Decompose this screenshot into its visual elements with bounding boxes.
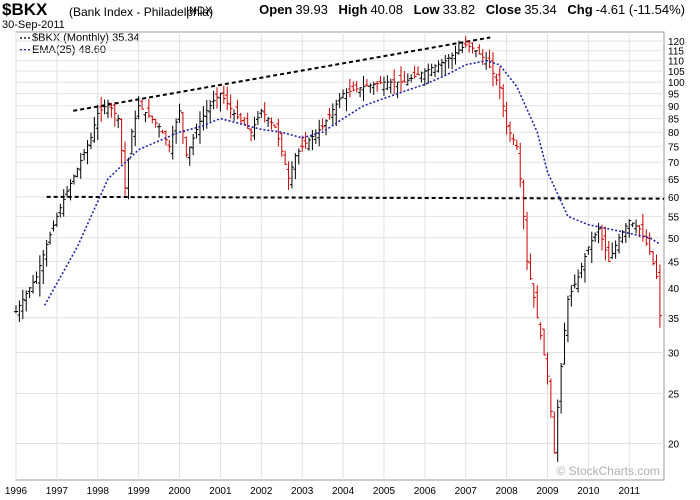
low-label: Low <box>413 2 440 17</box>
y-tick-label: 110 <box>668 57 684 68</box>
y-tick-label: 90 <box>668 102 680 113</box>
open-value: 39.93 <box>295 2 328 17</box>
x-tick-label: 1996 <box>5 486 28 497</box>
legend-ema: EMA(25) 48.60 <box>20 44 140 56</box>
y-tick-label: 85 <box>668 115 680 126</box>
ohlc-summary: Open 39.93 High 40.08 Low 33.82 Close 35.34 … <box>259 2 692 17</box>
x-tick-label: 2007 <box>455 486 478 497</box>
x-tick-label: 1998 <box>87 486 110 497</box>
x-tick-label: 2006 <box>414 486 437 497</box>
y-tick-label: 115 <box>668 47 684 58</box>
y-tick-label: 30 <box>668 348 680 359</box>
y-tick-labels: 2025303540455055606570758085909510010511… <box>668 37 685 450</box>
low-value: 33.82 <box>442 2 476 17</box>
legend-ema-swatch <box>20 49 30 52</box>
y-tick-label: 100 <box>668 78 685 89</box>
y-tick-label: 20 <box>668 440 680 451</box>
y-tick-label: 75 <box>668 143 680 154</box>
y-tick-label: 105 <box>668 67 685 78</box>
ticker-symbol: $BKX <box>2 0 48 19</box>
index-name: (Bank Index - Philadelphia) <box>69 5 214 19</box>
close-label: Close <box>485 2 522 17</box>
legend-price-swatch <box>20 37 30 40</box>
chg-value: -4.61 (-11.54%) <box>595 2 685 17</box>
y-tick-label: 70 <box>668 158 680 169</box>
price-bars <box>14 36 662 462</box>
x-tick-label: 2001 <box>209 486 232 497</box>
open-label: Open <box>259 2 293 17</box>
high-label: High <box>338 2 368 17</box>
trendline-layer <box>46 36 665 200</box>
x-tick-label: 2010 <box>577 486 600 497</box>
trendline <box>46 195 665 200</box>
x-tick-label: 2008 <box>495 486 518 497</box>
chart-date: 30-Sep-2011 <box>2 19 65 31</box>
grid-layer <box>15 31 665 481</box>
chg-label: Chg <box>567 2 593 17</box>
ema-line-layer <box>43 59 661 306</box>
exchange-label: INDX <box>186 5 213 17</box>
trendline <box>73 36 491 112</box>
x-tick-label: 1999 <box>128 486 151 497</box>
y-tick-label: 25 <box>668 389 680 400</box>
y-tick-label: 35 <box>668 314 680 325</box>
y-tick-label: 65 <box>668 175 680 186</box>
x-tick-label: 2004 <box>332 486 355 497</box>
y-tick-label: 55 <box>668 212 680 223</box>
close-value: 35.34 <box>524 2 557 17</box>
x-tick-label: 2009 <box>536 486 559 497</box>
y-tick-label: 50 <box>668 234 680 245</box>
y-tick-label: 80 <box>668 128 680 139</box>
high-value: 40.08 <box>370 2 403 17</box>
x-tick-label: 2005 <box>373 486 396 497</box>
y-tick-label: 95 <box>668 90 680 101</box>
watermark: © StockCharts.com <box>556 464 660 478</box>
x-tick-label: 1997 <box>46 486 69 497</box>
y-tick-label: 45 <box>668 257 680 268</box>
x-tick-label: 2002 <box>250 486 273 497</box>
x-tick-label: 2011 <box>618 486 640 497</box>
x-tick-label: 2000 <box>168 486 191 497</box>
legend-ema-label: EMA(25) 48.60 <box>32 44 106 56</box>
ema-line <box>43 59 661 306</box>
x-tick-labels: 1996 1997 1998 1999 2000 2001 2002 2003 2004 2005… <box>5 486 641 497</box>
x-tick-label: 2003 <box>291 486 314 497</box>
y-tick-label: 120 <box>668 37 685 48</box>
y-tick-label: 40 <box>668 284 680 295</box>
y-tick-label: 60 <box>668 193 680 204</box>
